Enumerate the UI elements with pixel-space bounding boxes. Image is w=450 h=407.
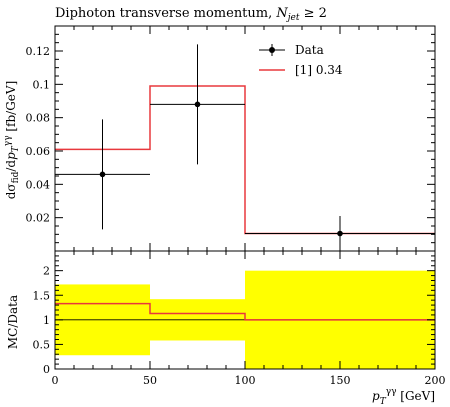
x-tick-label-1: 50 [143,374,157,387]
x-axis-label: pTγγ [GeV] [372,387,435,407]
y-tick-label-4: 0.1 [33,78,51,91]
y-tick-label-2: 0.06 [26,145,51,158]
data-point-0 [99,171,106,178]
ratio-y-axis-label: MC/Data [6,295,20,349]
y-tick-label-0: 0.02 [26,212,51,225]
y-tick-label-5: 0.12 [26,45,51,58]
ratio-mc-line [55,302,435,321]
mc-histogram-line [55,85,435,235]
data-point-1 [194,101,201,108]
title-sub: jet [286,13,300,23]
y-axis-label: dσfid/dpTγγ [fb/GeV] [3,81,21,200]
data-point-2 [337,230,343,237]
x-tick-label-2: 100 [235,374,256,387]
ratio-y-tick-label-4: 2 [43,265,50,278]
legend-data-label: Data [295,43,324,57]
ratio-y-tick-label-1: 0.5 [33,338,51,351]
ratio-y-tick-label-0: 0 [43,363,50,376]
ratio-y-tick-label-3: 1.5 [33,289,51,302]
ratio-y-tick-label-2: 1 [43,314,50,327]
y-tick-label-3: 0.08 [26,112,51,125]
title-rest: ≥ 2 [299,6,326,21]
legend: Data [1] 0.34 [259,43,343,77]
chart-title: Diphoton transverse momentum, Njet ≥ 2 [55,6,327,23]
title-main: Diphoton transverse momentum, [55,6,276,21]
x-tick-label-4: 200 [425,374,446,387]
title-var: N [275,6,288,21]
y-tick-label-1: 0.04 [26,178,51,191]
x-tick-label-0: 0 [52,374,59,387]
legend-mc-label: [1] 0.34 [295,63,343,77]
x-tick-label-3: 150 [330,374,351,387]
